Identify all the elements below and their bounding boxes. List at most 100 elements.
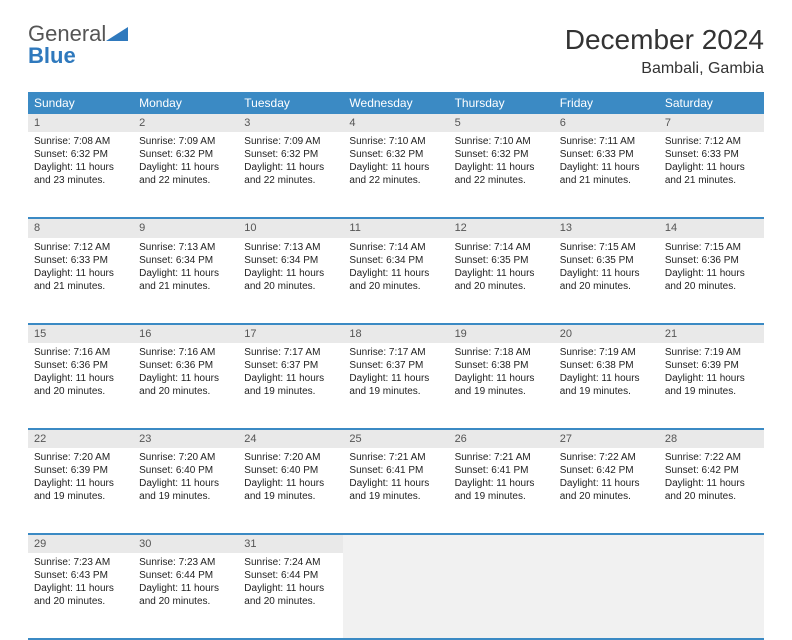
sunrise-text: Sunrise: 7:11 AM (560, 135, 653, 148)
daylight-text: Daylight: 11 hours (244, 267, 337, 280)
daynum-cell: 21 (659, 324, 764, 343)
sunset-text: Sunset: 6:41 PM (455, 464, 548, 477)
detail-cell: Sunrise: 7:19 AMSunset: 6:38 PMDaylight:… (554, 343, 659, 429)
sunset-text: Sunset: 6:35 PM (560, 254, 653, 267)
sunset-text: Sunset: 6:42 PM (665, 464, 758, 477)
detail-cell: Sunrise: 7:09 AMSunset: 6:32 PMDaylight:… (133, 132, 238, 218)
dow-row: Sunday Monday Tuesday Wednesday Thursday… (28, 92, 764, 114)
dow-wednesday: Wednesday (343, 92, 448, 114)
sunset-text: Sunset: 6:36 PM (665, 254, 758, 267)
daylight-text: and 20 minutes. (665, 490, 758, 503)
daylight-text: Daylight: 11 hours (665, 161, 758, 174)
sunrise-text: Sunrise: 7:13 AM (139, 241, 232, 254)
daylight-text: Daylight: 11 hours (34, 582, 127, 595)
daynum-row: 1234567 (28, 114, 764, 132)
daylight-text: and 21 minutes. (560, 174, 653, 187)
daynum-cell: 24 (238, 429, 343, 448)
daynum-cell: 25 (343, 429, 448, 448)
sunset-text: Sunset: 6:37 PM (244, 359, 337, 372)
sunset-text: Sunset: 6:38 PM (455, 359, 548, 372)
daynum-cell: 6 (554, 114, 659, 132)
sunrise-text: Sunrise: 7:17 AM (244, 346, 337, 359)
daynum-cell: 15 (28, 324, 133, 343)
detail-cell: Sunrise: 7:19 AMSunset: 6:39 PMDaylight:… (659, 343, 764, 429)
detail-cell: Sunrise: 7:15 AMSunset: 6:36 PMDaylight:… (659, 238, 764, 324)
daylight-text: Daylight: 11 hours (349, 267, 442, 280)
sunset-text: Sunset: 6:43 PM (34, 569, 127, 582)
daylight-text: and 19 minutes. (665, 385, 758, 398)
sunrise-text: Sunrise: 7:10 AM (349, 135, 442, 148)
daylight-text: Daylight: 11 hours (665, 267, 758, 280)
daylight-text: and 20 minutes. (349, 280, 442, 293)
detail-cell: Sunrise: 7:16 AMSunset: 6:36 PMDaylight:… (28, 343, 133, 429)
daynum-cell: 12 (449, 218, 554, 237)
sunrise-text: Sunrise: 7:19 AM (560, 346, 653, 359)
sunset-text: Sunset: 6:36 PM (139, 359, 232, 372)
daylight-text: Daylight: 11 hours (349, 161, 442, 174)
sunrise-text: Sunrise: 7:16 AM (34, 346, 127, 359)
sunset-text: Sunset: 6:34 PM (139, 254, 232, 267)
detail-cell: Sunrise: 7:17 AMSunset: 6:37 PMDaylight:… (238, 343, 343, 429)
sunrise-text: Sunrise: 7:20 AM (34, 451, 127, 464)
daynum-cell: 9 (133, 218, 238, 237)
daylight-text: and 20 minutes. (244, 595, 337, 608)
daylight-text: and 21 minutes. (34, 280, 127, 293)
daylight-text: and 20 minutes. (665, 280, 758, 293)
daylight-text: Daylight: 11 hours (349, 477, 442, 490)
detail-cell (554, 553, 659, 639)
detail-cell: Sunrise: 7:11 AMSunset: 6:33 PMDaylight:… (554, 132, 659, 218)
daynum-cell: 5 (449, 114, 554, 132)
daylight-text: Daylight: 11 hours (139, 582, 232, 595)
detail-row: Sunrise: 7:16 AMSunset: 6:36 PMDaylight:… (28, 343, 764, 429)
logo-triangle-icon (106, 25, 128, 46)
sunrise-text: Sunrise: 7:12 AM (665, 135, 758, 148)
sunset-text: Sunset: 6:33 PM (560, 148, 653, 161)
daylight-text: Daylight: 11 hours (455, 372, 548, 385)
daylight-text: and 19 minutes. (560, 385, 653, 398)
sunrise-text: Sunrise: 7:21 AM (349, 451, 442, 464)
daylight-text: Daylight: 11 hours (139, 477, 232, 490)
daylight-text: Daylight: 11 hours (34, 161, 127, 174)
daylight-text: and 20 minutes. (139, 385, 232, 398)
daynum-cell: 30 (133, 534, 238, 553)
daylight-text: Daylight: 11 hours (560, 477, 653, 490)
daylight-text: and 19 minutes. (139, 490, 232, 503)
daynum-cell: 31 (238, 534, 343, 553)
daynum-cell: 22 (28, 429, 133, 448)
sunrise-text: Sunrise: 7:10 AM (455, 135, 548, 148)
daylight-text: Daylight: 11 hours (34, 267, 127, 280)
daynum-cell: 4 (343, 114, 448, 132)
daylight-text: and 20 minutes. (560, 490, 653, 503)
daynum-cell: 7 (659, 114, 764, 132)
detail-cell: Sunrise: 7:14 AMSunset: 6:35 PMDaylight:… (449, 238, 554, 324)
detail-cell: Sunrise: 7:14 AMSunset: 6:34 PMDaylight:… (343, 238, 448, 324)
sunset-text: Sunset: 6:34 PM (349, 254, 442, 267)
sunset-text: Sunset: 6:39 PM (34, 464, 127, 477)
detail-cell: Sunrise: 7:10 AMSunset: 6:32 PMDaylight:… (449, 132, 554, 218)
detail-row: Sunrise: 7:23 AMSunset: 6:43 PMDaylight:… (28, 553, 764, 639)
daylight-text: and 22 minutes. (244, 174, 337, 187)
daynum-row: 891011121314 (28, 218, 764, 237)
daylight-text: Daylight: 11 hours (139, 372, 232, 385)
title-block: December 2024 Bambali, Gambia (565, 24, 764, 78)
detail-cell: Sunrise: 7:21 AMSunset: 6:41 PMDaylight:… (343, 448, 448, 534)
detail-cell: Sunrise: 7:21 AMSunset: 6:41 PMDaylight:… (449, 448, 554, 534)
daylight-text: Daylight: 11 hours (560, 372, 653, 385)
daylight-text: and 19 minutes. (244, 385, 337, 398)
daylight-text: Daylight: 11 hours (560, 161, 653, 174)
daynum-cell: 3 (238, 114, 343, 132)
daylight-text: and 19 minutes. (455, 385, 548, 398)
sunrise-text: Sunrise: 7:20 AM (139, 451, 232, 464)
detail-row: Sunrise: 7:08 AMSunset: 6:32 PMDaylight:… (28, 132, 764, 218)
detail-cell (659, 553, 764, 639)
sunset-text: Sunset: 6:32 PM (349, 148, 442, 161)
daylight-text: Daylight: 11 hours (244, 372, 337, 385)
detail-cell: Sunrise: 7:17 AMSunset: 6:37 PMDaylight:… (343, 343, 448, 429)
daynum-cell (449, 534, 554, 553)
daylight-text: and 21 minutes. (665, 174, 758, 187)
daylight-text: Daylight: 11 hours (139, 267, 232, 280)
daynum-row: 293031 (28, 534, 764, 553)
sunrise-text: Sunrise: 7:13 AM (244, 241, 337, 254)
daylight-text: Daylight: 11 hours (34, 477, 127, 490)
daylight-text: and 19 minutes. (349, 385, 442, 398)
